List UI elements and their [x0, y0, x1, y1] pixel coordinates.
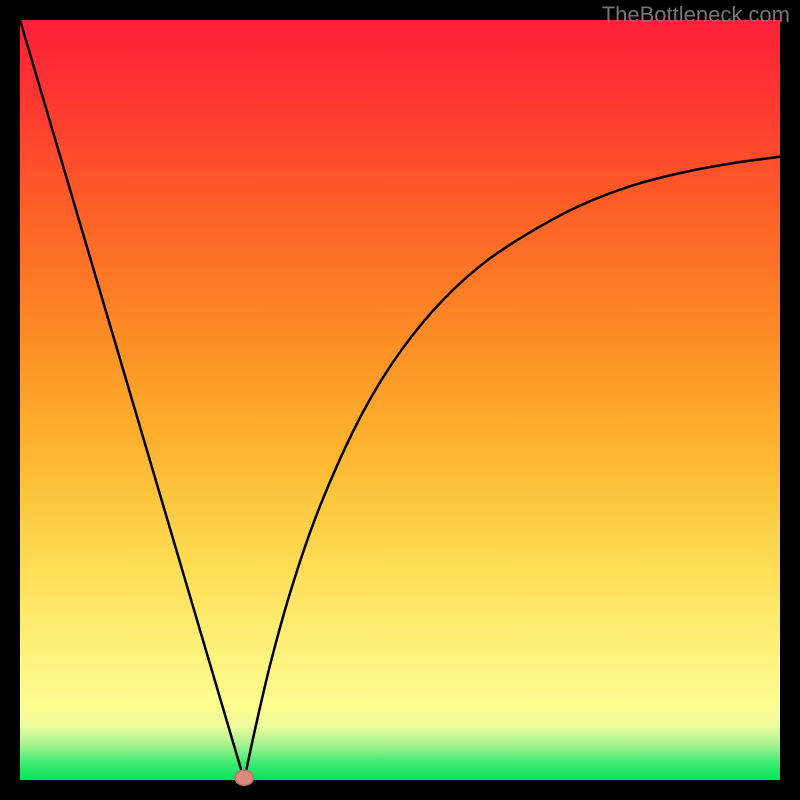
plot-area — [20, 20, 780, 780]
curve-path — [20, 20, 780, 780]
minimum-marker — [235, 770, 253, 785]
watermark-text: TheBottleneck.com — [602, 2, 790, 28]
chart-frame: TheBottleneck.com — [0, 0, 800, 800]
bottleneck-curve — [20, 20, 780, 780]
